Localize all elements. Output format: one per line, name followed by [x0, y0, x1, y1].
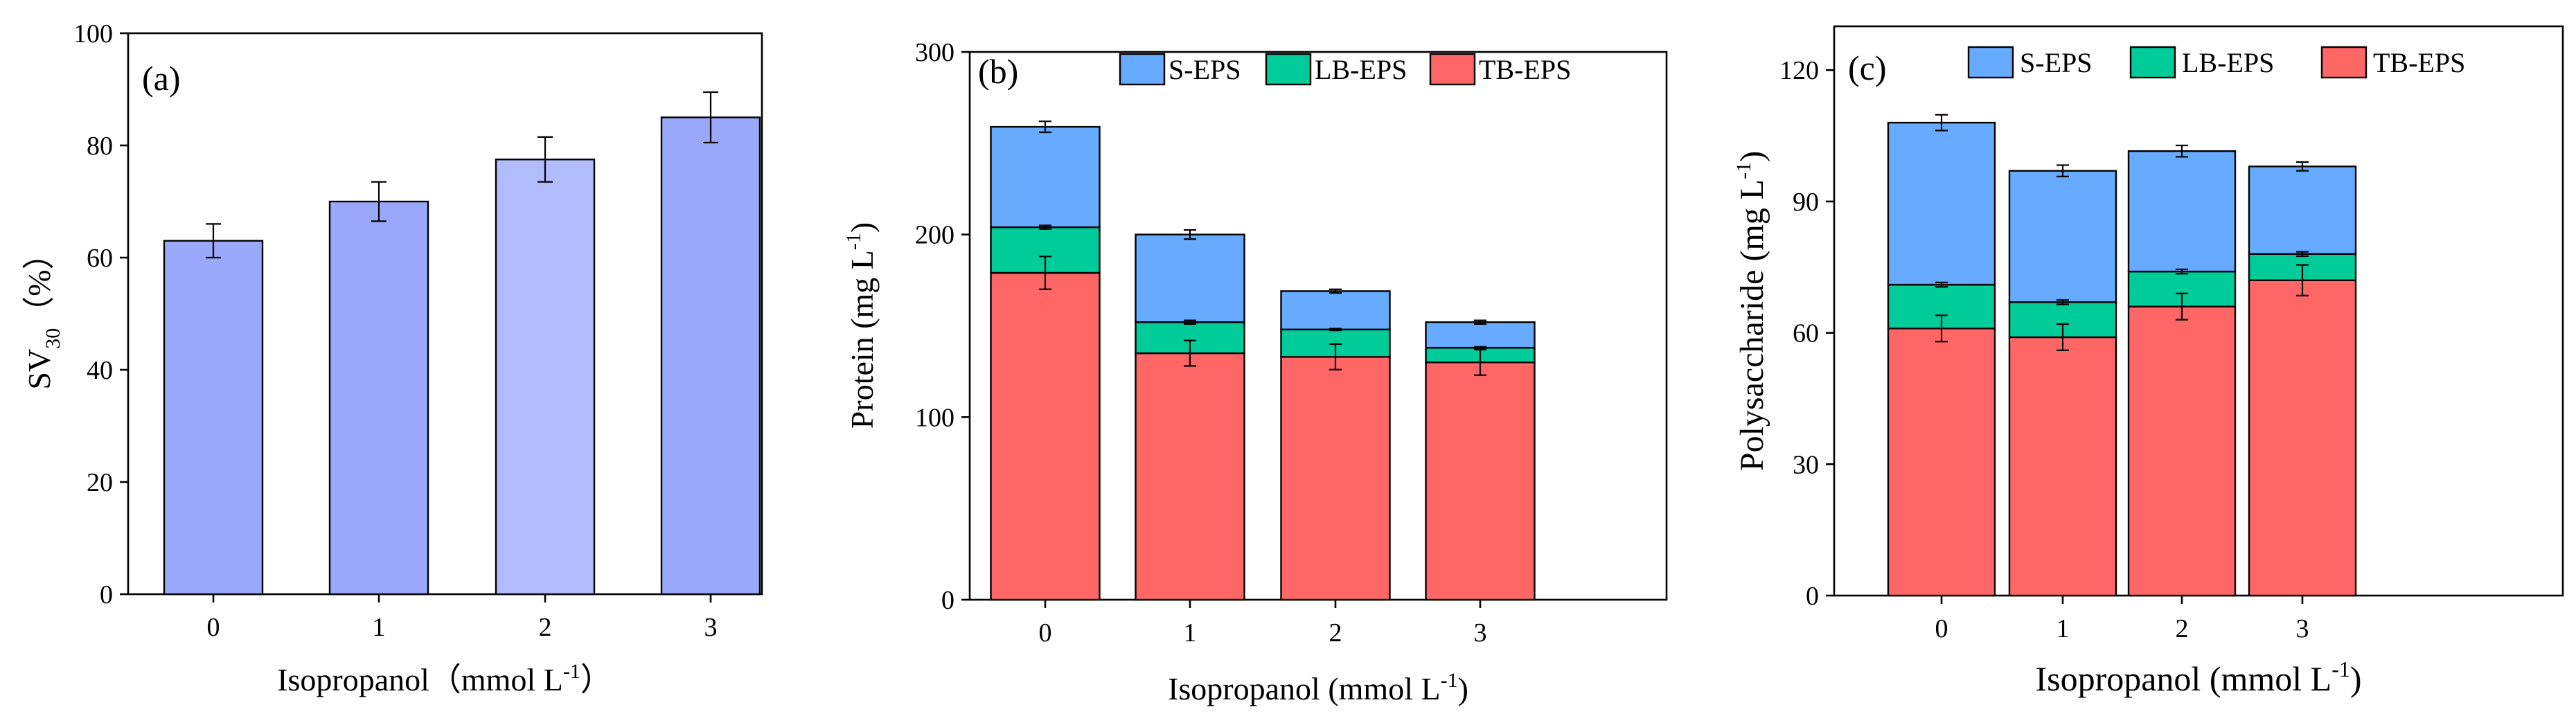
panel-c-label: (c) — [1848, 48, 1887, 87]
legend-label-tb-eps: TB-EPS — [2373, 47, 2465, 78]
bar-s-eps-3 — [1425, 321, 1536, 349]
panel-b-legend: S-EPS LB-EPS TB-EPS — [1119, 53, 1571, 86]
bar-s-eps-2 — [2127, 150, 2237, 273]
y-tick-label: 60 — [1793, 319, 1819, 348]
legend-label-tb-eps: TB-EPS — [1479, 54, 1571, 85]
panel-a-sv30-chart: 0 20 40 60 80 100 0 1 2 3 (a) Isopropanol（mmol L… — [21, 19, 763, 697]
bar-s-eps-3 — [2248, 166, 2357, 255]
bar-tb-eps-0 — [1887, 328, 1996, 597]
legend-swatch-s-eps — [1119, 53, 1166, 86]
panel-c-polysaccharide-chart: 0 30 60 90 120 0 1 2 3 (c) S-EPS LB-EPS TB-EPS Is… — [1732, 25, 2564, 698]
x-tick-label: 1 — [2057, 614, 2070, 643]
panel-a-label: (a) — [142, 59, 181, 98]
panel-a-x-ticks: 0 1 2 3 — [207, 594, 718, 642]
legend-swatch-lb-eps — [2129, 46, 2176, 79]
x-tick-label: 3 — [2296, 614, 2309, 643]
y-tick-label: 120 — [1779, 56, 1819, 85]
bar-tb-eps-0 — [990, 271, 1101, 601]
panel-a-y-axis-title: SV30（%） — [21, 238, 64, 389]
x-tick-label: 3 — [1474, 618, 1487, 648]
bar-tb-eps-1 — [1135, 352, 1245, 601]
y-tick-label: 100 — [73, 19, 113, 48]
y-tick-label: 0 — [100, 580, 113, 609]
bar-tb-eps-1 — [2008, 336, 2117, 597]
panel-b-x-ticks: 0 1 2 3 — [1039, 600, 1487, 648]
panel-c-y-ticks: 0 30 60 90 120 — [1779, 56, 1834, 611]
bar-s-eps-2 — [1280, 290, 1391, 330]
x-tick-label: 0 — [207, 613, 220, 642]
y-tick-label: 300 — [915, 38, 954, 67]
panel-c-x-ticks: 0 1 2 3 — [1935, 596, 2309, 643]
legend-swatch-tb-eps — [1429, 53, 1476, 86]
bar-s-eps-0 — [990, 125, 1101, 229]
panel-b-x-axis-title: Isopropanol (mmol L-1) — [1168, 669, 1468, 706]
panel-a-plot-frame — [127, 32, 763, 596]
legend-swatch-s-eps — [1967, 46, 2014, 79]
x-tick-label: 2 — [1329, 618, 1342, 648]
legend-swatch-tb-eps — [2320, 46, 2368, 79]
bar-tb-eps-2 — [1280, 356, 1391, 601]
panel-b-label: (b) — [978, 52, 1018, 91]
x-tick-label: 1 — [1184, 618, 1197, 648]
panel-c-x-axis-title: Isopropanol (mmol L-1) — [2035, 657, 2361, 698]
y-tick-label: 20 — [87, 468, 113, 497]
bar-3 — [660, 116, 761, 596]
panel-c-legend: S-EPS LB-EPS TB-EPS — [1967, 46, 2465, 79]
panel-b-bars — [990, 120, 1536, 601]
legend-label-lb-eps: LB-EPS — [1315, 54, 1407, 85]
panel-c-y-axis-title: Polysaccharide (mg L-1) — [1732, 151, 1770, 471]
bar-s-eps-0 — [1887, 121, 1996, 286]
x-tick-label: 1 — [373, 613, 386, 642]
x-tick-label: 0 — [1039, 618, 1052, 648]
bar-2 — [495, 159, 596, 596]
panel-c-bars — [1887, 114, 2357, 597]
x-tick-label: 3 — [704, 613, 718, 642]
y-tick-label: 40 — [87, 356, 113, 385]
panel-b-y-ticks: 0 100 200 300 — [915, 38, 970, 615]
x-tick-label: 0 — [1935, 614, 1948, 643]
panel-a-bars — [163, 91, 761, 596]
bar-tb-eps-3 — [2248, 279, 2357, 597]
bar-1 — [328, 200, 429, 596]
bar-s-eps-1 — [2008, 170, 2117, 303]
y-tick-label: 0 — [1806, 582, 1819, 611]
panel-b-protein-chart: 0 100 200 300 0 1 2 3 (b) S-EPS LB-EPS TB-EPS Is… — [842, 38, 1668, 706]
panel-a-y-ticks: 0 20 40 60 80 100 — [73, 19, 128, 609]
bar-0 — [163, 240, 264, 596]
bar-tb-eps-2 — [2127, 305, 2237, 597]
panel-b-y-axis-title: Protein (mg L-1) — [842, 222, 880, 429]
legend-label-s-eps: S-EPS — [1169, 54, 1241, 85]
legend-label-s-eps: S-EPS — [2020, 47, 2093, 78]
legend-label-lb-eps: LB-EPS — [2182, 47, 2274, 78]
y-tick-label: 0 — [941, 586, 954, 615]
y-tick-label: 100 — [915, 403, 954, 432]
legend-swatch-lb-eps — [1265, 53, 1312, 86]
y-tick-label: 30 — [1793, 450, 1819, 479]
bar-s-eps-1 — [1135, 233, 1245, 323]
y-tick-label: 60 — [87, 244, 113, 273]
panel-a-x-axis-title: Isopropanol（mmol L-1） — [277, 660, 612, 697]
y-tick-label: 90 — [1793, 188, 1819, 217]
y-tick-label: 80 — [87, 132, 113, 161]
y-tick-label: 200 — [915, 221, 954, 250]
x-tick-label: 2 — [539, 613, 552, 642]
x-tick-label: 2 — [2176, 614, 2189, 643]
bar-tb-eps-3 — [1425, 362, 1536, 601]
